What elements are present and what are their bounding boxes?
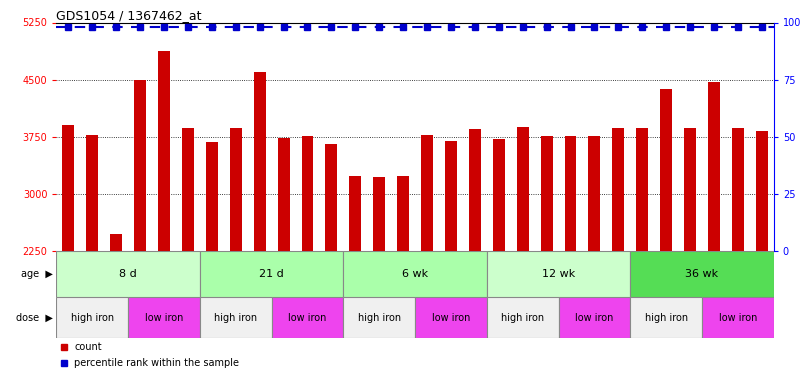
Text: age  ▶: age ▶	[20, 269, 52, 279]
Text: high iron: high iron	[501, 313, 544, 322]
Bar	[564, 136, 576, 251]
Bar	[630, 297, 702, 338]
Bar	[56, 297, 128, 338]
Bar	[702, 297, 774, 338]
Bar	[343, 297, 415, 338]
Bar	[182, 128, 194, 251]
Bar	[445, 141, 457, 251]
Text: count: count	[74, 342, 102, 352]
Bar	[326, 144, 338, 251]
Bar	[62, 125, 74, 251]
Text: GDS1054 / 1367462_at: GDS1054 / 1367462_at	[56, 9, 202, 22]
Bar	[469, 129, 481, 251]
Bar	[86, 135, 98, 251]
Text: percentile rank within the sample: percentile rank within the sample	[74, 358, 239, 368]
Text: 12 wk: 12 wk	[542, 269, 575, 279]
Text: 8 d: 8 d	[119, 269, 137, 279]
Bar	[559, 297, 630, 338]
Bar	[487, 297, 559, 338]
Bar	[541, 136, 553, 251]
Text: high iron: high iron	[71, 313, 114, 322]
Bar	[487, 251, 630, 297]
Text: low iron: low iron	[432, 313, 470, 322]
Bar	[128, 297, 200, 338]
Bar	[200, 297, 272, 338]
Bar	[613, 128, 625, 251]
Text: low iron: low iron	[145, 313, 183, 322]
Bar	[756, 132, 768, 251]
Text: high iron: high iron	[358, 313, 401, 322]
Bar	[397, 176, 409, 251]
Bar	[134, 80, 146, 251]
Text: low iron: low iron	[289, 313, 326, 322]
Bar	[630, 251, 774, 297]
Text: 36 wk: 36 wk	[685, 269, 719, 279]
Bar	[56, 251, 200, 297]
Text: high iron: high iron	[645, 313, 688, 322]
Bar	[492, 139, 505, 251]
Text: 6 wk: 6 wk	[402, 269, 428, 279]
Text: dose  ▶: dose ▶	[15, 313, 52, 322]
Bar	[636, 128, 648, 251]
Bar	[373, 177, 385, 251]
Bar	[230, 128, 242, 251]
Bar	[517, 127, 529, 251]
Bar	[660, 89, 672, 251]
Text: high iron: high iron	[214, 313, 257, 322]
Bar	[200, 251, 343, 297]
Text: low iron: low iron	[575, 313, 613, 322]
Bar	[343, 251, 487, 297]
Bar	[158, 51, 170, 251]
Bar	[301, 136, 314, 251]
Bar	[272, 297, 343, 338]
Bar	[349, 176, 361, 251]
Bar	[732, 128, 744, 251]
Bar	[254, 72, 266, 251]
Bar	[277, 138, 289, 251]
Bar	[206, 142, 218, 251]
Text: low iron: low iron	[719, 313, 757, 322]
Bar	[684, 128, 696, 251]
Bar	[415, 297, 487, 338]
Bar	[110, 234, 123, 251]
Bar	[708, 82, 720, 251]
Bar	[588, 136, 600, 251]
Text: 21 d: 21 d	[260, 269, 284, 279]
Bar	[421, 135, 433, 251]
